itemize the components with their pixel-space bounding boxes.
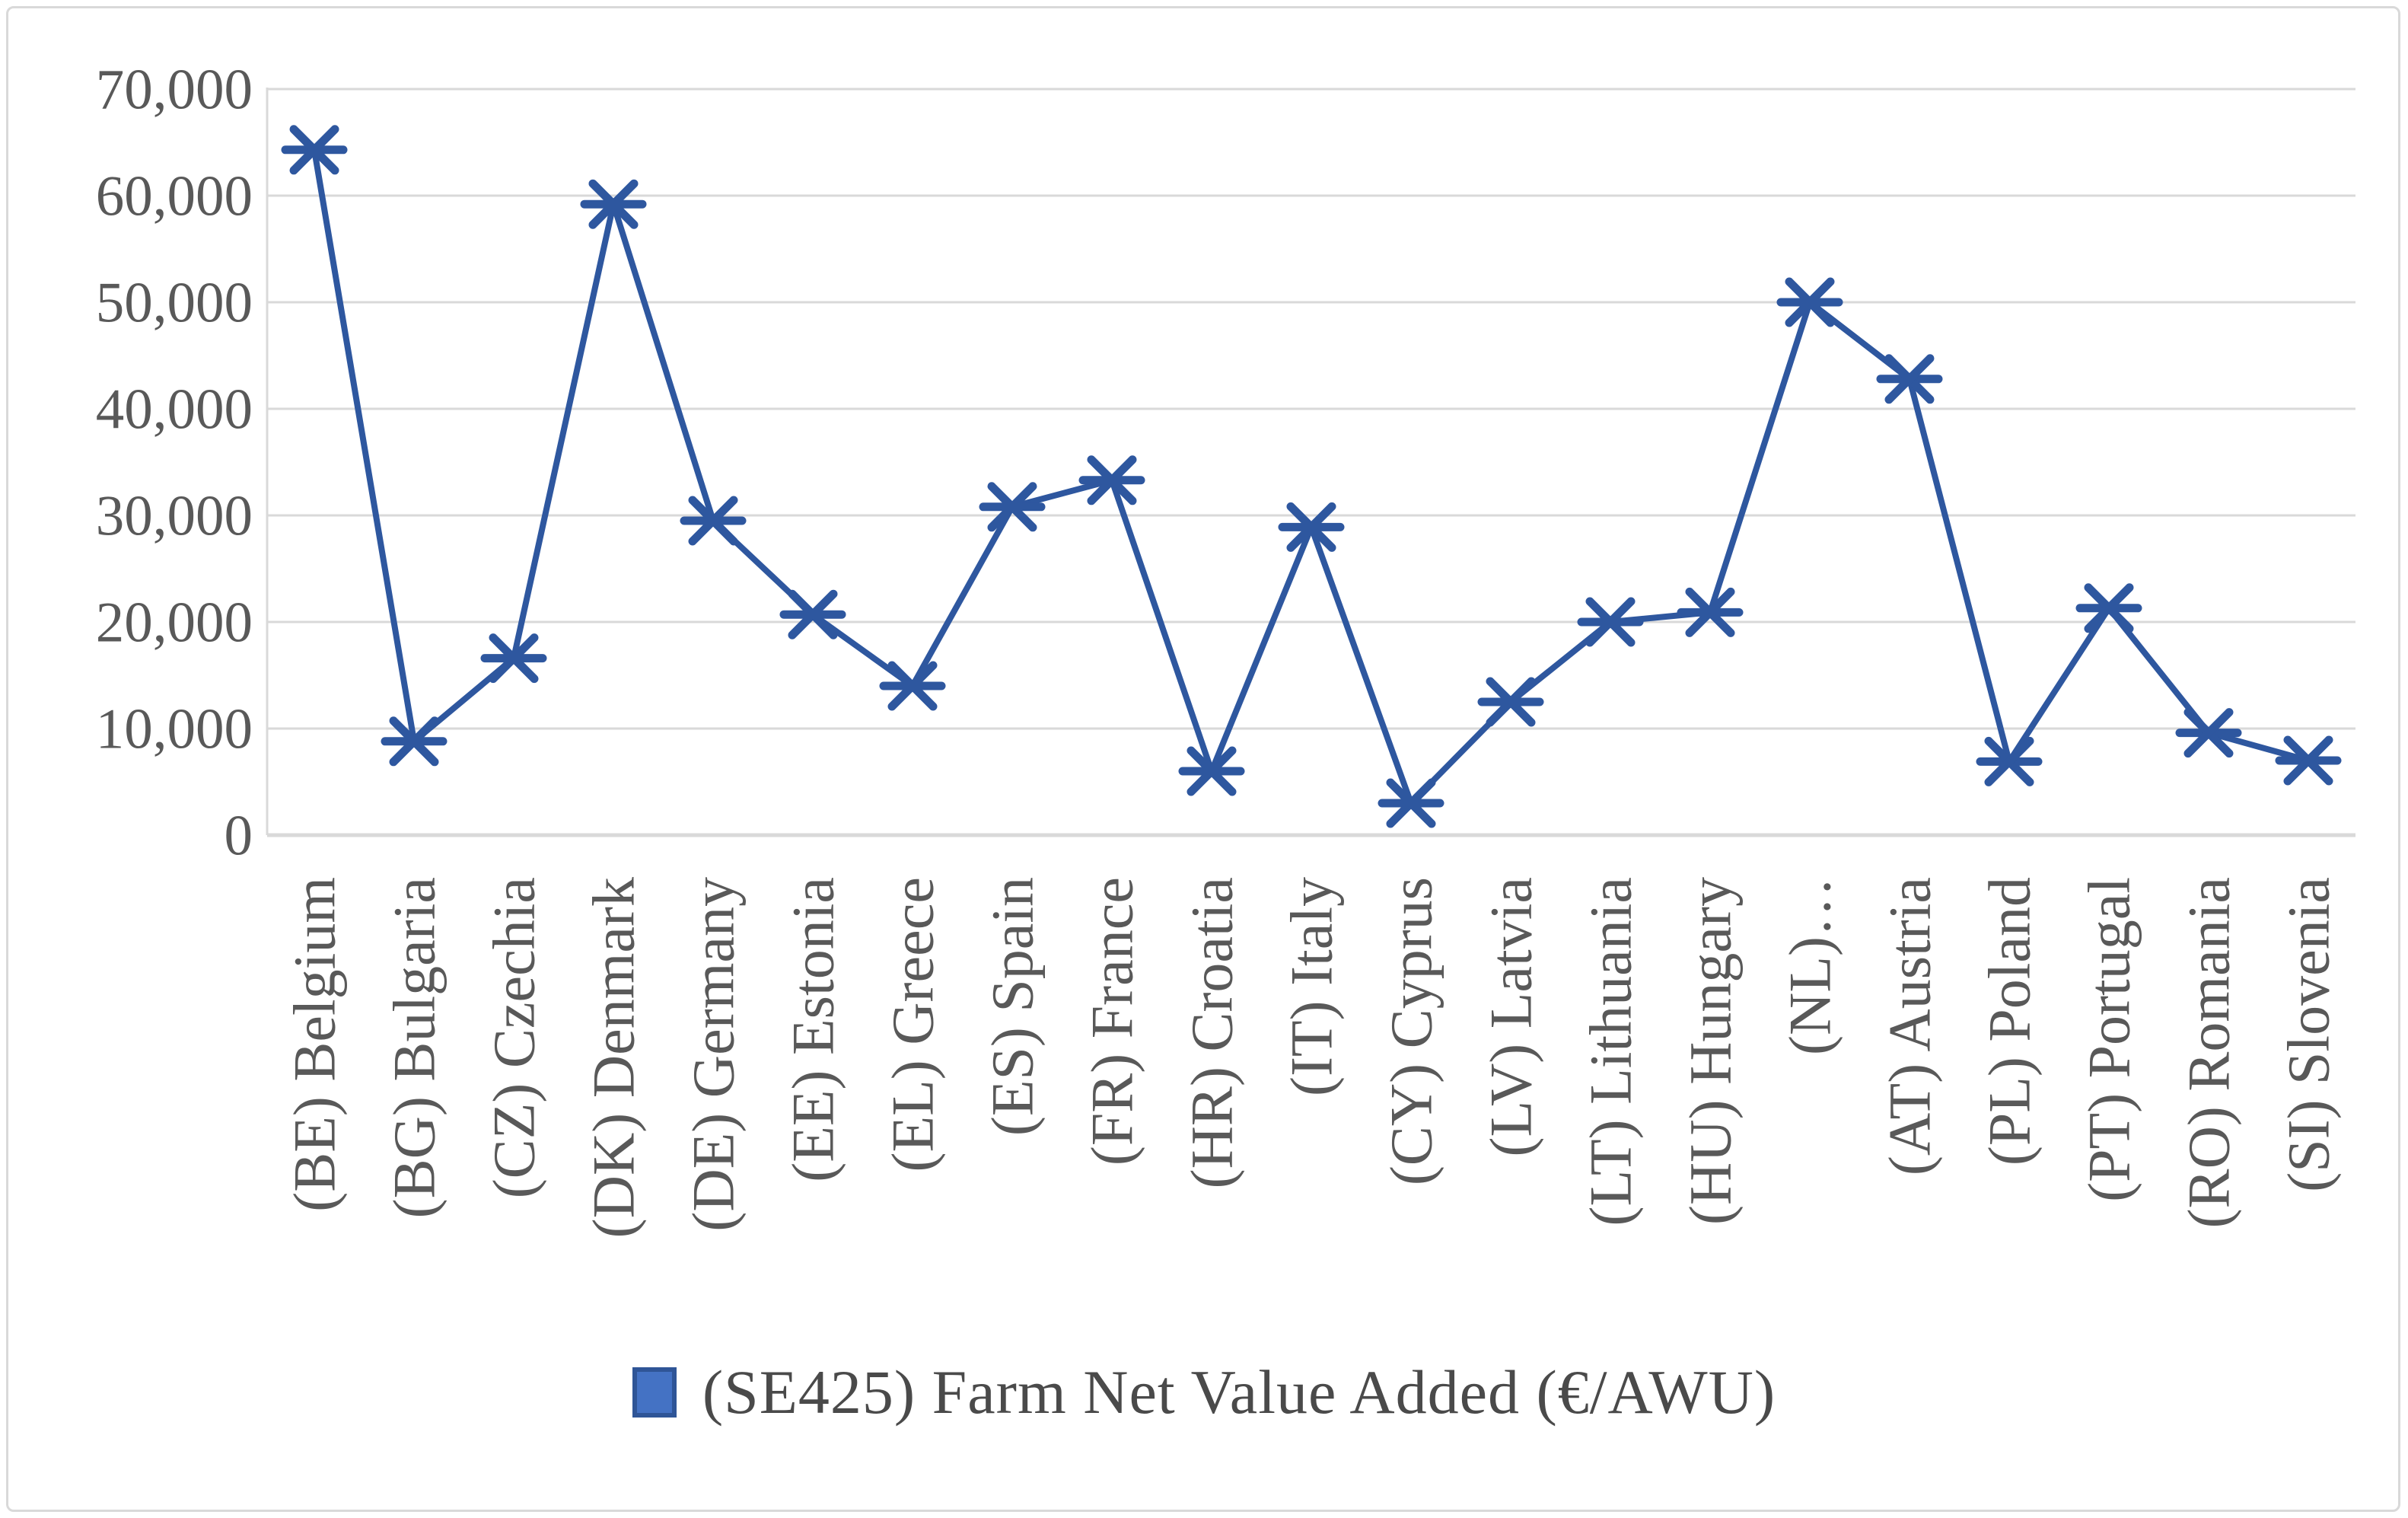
- data-point-marker: [1577, 597, 1644, 647]
- marker-stroke: [1486, 677, 1536, 727]
- x-axis-label: (EL) Greece: [880, 877, 946, 1172]
- y-axis-tick-label: 60,000: [96, 165, 253, 228]
- x-axis-label: (PL) Poland: [1976, 877, 2043, 1166]
- x-axis-label: (BE) Belgium: [282, 877, 348, 1212]
- legend: (SE425) Farm Net Value Added (€/AWU): [0, 1357, 2408, 1428]
- x-axis-label: (FR) France: [1079, 877, 1145, 1166]
- data-point-marker: [281, 125, 348, 175]
- y-axis-tick-label: 70,000: [96, 59, 253, 122]
- marker-stroke: [2283, 735, 2333, 786]
- data-point-marker: [2175, 708, 2242, 758]
- legend-label: (SE425) Farm Net Value Added (€/AWU): [702, 1357, 1776, 1427]
- y-axis-tick-label: 50,000: [96, 272, 253, 335]
- y-axis-tick-label: 0: [225, 805, 253, 868]
- data-point-marker: [1677, 587, 1744, 637]
- y-axis-tick-label: 40,000: [96, 378, 253, 442]
- data-point-marker: [1178, 746, 1245, 796]
- x-axis-label: (EE) Estonia: [780, 877, 846, 1182]
- x-axis-label: (LT) Lithuania: [1578, 877, 1644, 1226]
- marker-stroke: [1984, 736, 2034, 786]
- marker-stroke: [1585, 597, 1636, 647]
- y-axis-tick-label: 10,000: [96, 698, 253, 761]
- x-axis-label: (SI) Slovenia: [2276, 877, 2342, 1192]
- marker-stroke: [1386, 778, 1436, 828]
- y-axis-tick-label: 20,000: [96, 592, 253, 655]
- marker-stroke: [2183, 708, 2234, 758]
- marker-stroke: [588, 179, 639, 229]
- data-point-marker: [1876, 354, 1943, 404]
- x-axis-label: (LV) Latvia: [1478, 877, 1544, 1157]
- data-point-marker: [1776, 277, 1843, 327]
- marker-stroke: [1186, 746, 1237, 796]
- x-axis-label: (DK) Denmark: [581, 877, 647, 1238]
- x-axis-label: (PT) Portugal: [2076, 877, 2142, 1202]
- data-point-marker: [1477, 677, 1544, 727]
- data-point-marker: [580, 179, 647, 229]
- x-axis-label: (CZ) Czechia: [481, 877, 547, 1198]
- marker-stroke: [1685, 587, 1735, 637]
- marker-stroke: [887, 661, 938, 711]
- marker-stroke: [688, 496, 738, 546]
- x-axis-label: (ES) Spain: [979, 877, 1046, 1136]
- data-point-marker: [1378, 778, 1444, 828]
- marker-stroke: [2084, 583, 2134, 633]
- y-axis-tick-label: 30,000: [96, 485, 253, 548]
- x-axis-label: (NL)…: [1777, 877, 1843, 1055]
- marker-stroke: [1286, 502, 1336, 552]
- data-point-marker: [2075, 583, 2142, 633]
- marker-stroke: [1785, 277, 1835, 327]
- x-axis-label: (HU) Hungary: [1677, 877, 1744, 1225]
- data-point-marker: [680, 496, 747, 546]
- data-point-marker: [381, 716, 448, 767]
- data-point-marker: [1278, 502, 1345, 552]
- marker-stroke: [489, 633, 539, 684]
- legend-swatch: [632, 1367, 677, 1418]
- marker-stroke: [1087, 455, 1137, 505]
- data-point-marker: [979, 482, 1046, 532]
- x-axis-label: (RO) Romania: [2176, 877, 2242, 1228]
- data-point-marker: [480, 633, 547, 684]
- marker-stroke: [788, 589, 838, 639]
- x-axis-label: (CY) Cyprus: [1378, 877, 1444, 1185]
- marker-stroke: [1884, 354, 1935, 404]
- marker-stroke: [389, 716, 439, 767]
- data-point-marker: [779, 589, 846, 639]
- x-axis-label: (HR) Croatia: [1179, 877, 1245, 1188]
- x-axis-label: (AT) Austria: [1877, 877, 1943, 1175]
- series-line: [311, 146, 2311, 806]
- marker-stroke: [987, 482, 1037, 532]
- data-point-marker: [879, 661, 946, 711]
- data-point-marker: [2275, 735, 2342, 786]
- data-point-marker: [1976, 736, 2043, 786]
- x-axis-label: (BG) Bulgaria: [381, 877, 448, 1218]
- x-axis-label: (DE) Germany: [680, 877, 747, 1232]
- marker-stroke: [289, 125, 339, 175]
- data-point-marker: [1078, 455, 1145, 505]
- x-axis-label: (IT) Italy: [1279, 877, 1345, 1096]
